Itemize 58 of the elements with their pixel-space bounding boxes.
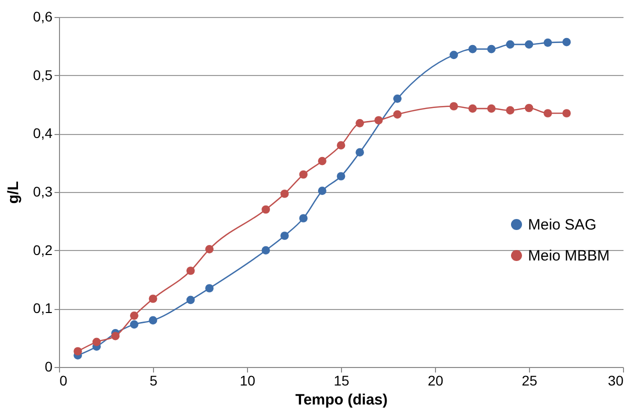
x-axis-title: Tempo (dias) <box>295 392 388 408</box>
y-tick-label: 0,1 <box>33 300 53 316</box>
point <box>186 296 195 304</box>
point <box>374 116 383 124</box>
point <box>562 109 571 118</box>
point <box>262 246 270 255</box>
point <box>299 170 308 179</box>
point <box>468 44 477 54</box>
point <box>130 311 138 320</box>
point <box>74 347 82 356</box>
y-tick-label: 0,2 <box>33 242 53 258</box>
point <box>186 266 195 275</box>
legend-label: Meio SAG <box>528 216 596 234</box>
x-tick-label: 25 <box>522 372 538 388</box>
x-tick-label: 15 <box>334 372 350 388</box>
point <box>524 104 534 112</box>
y-tick-label: 0,6 <box>33 8 53 24</box>
point <box>450 102 458 110</box>
point <box>299 214 308 222</box>
point <box>393 94 402 103</box>
point <box>280 232 289 240</box>
point <box>280 190 289 198</box>
y-tick-label: 0 <box>44 358 53 374</box>
y-tick-label: 0,3 <box>33 184 53 200</box>
point <box>393 110 402 119</box>
point <box>262 205 270 214</box>
point <box>148 294 158 303</box>
point <box>92 338 101 346</box>
point <box>544 38 552 47</box>
point <box>487 44 496 54</box>
point <box>318 156 326 166</box>
point <box>130 320 138 329</box>
point <box>148 316 158 325</box>
point <box>318 186 326 196</box>
x-tick-label: 5 <box>150 372 158 388</box>
y-tick-label: 0,4 <box>33 125 53 142</box>
point <box>205 284 214 292</box>
point <box>450 50 458 60</box>
x-tick-label: 0 <box>60 372 68 388</box>
point <box>506 106 514 115</box>
point <box>544 109 552 118</box>
point <box>356 148 364 157</box>
point <box>468 104 477 113</box>
y-tick-label: 0,5 <box>33 66 53 83</box>
x-tick-label: 20 <box>428 372 444 388</box>
point <box>562 38 571 46</box>
point <box>111 332 120 340</box>
y-axis-title: g/L <box>5 181 22 204</box>
point <box>506 40 514 49</box>
legend-label: Meio MBBM <box>528 248 610 264</box>
point <box>336 172 346 180</box>
point <box>356 118 364 128</box>
point <box>524 40 534 49</box>
point <box>336 141 346 150</box>
x-tick-label: 30 <box>608 372 624 388</box>
point <box>205 244 214 254</box>
x-tick-label: 10 <box>240 372 256 388</box>
point <box>487 104 496 113</box>
